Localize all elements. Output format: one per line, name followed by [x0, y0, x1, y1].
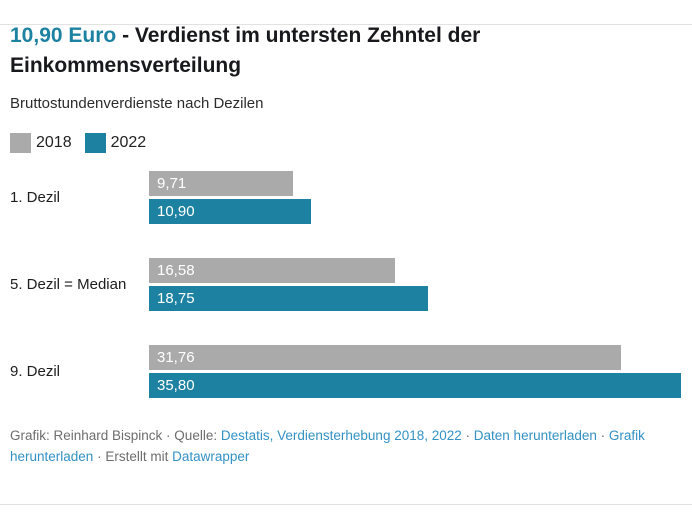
bar-track: 16,58 18,75	[149, 258, 682, 311]
bar-2018-9-dezil[interactable]: 31,76	[149, 345, 621, 370]
source-link[interactable]: Destatis, Verdiensterhebung 2018, 2022	[220, 428, 462, 443]
legend-label-2022: 2022	[110, 134, 147, 151]
value-label: 35,80	[157, 377, 195, 394]
footer-created-with-text: · Erstellt mit	[93, 449, 173, 464]
footer-separator: ·	[596, 428, 609, 443]
category-label: 1. Dezil	[10, 189, 61, 206]
bar-chart: 1. Dezil 9,71 10,90 5. Dezil = Median 16,58 1…	[10, 171, 682, 398]
value-label: 16,58	[157, 262, 195, 279]
bar-2022-9-dezil[interactable]: 35,80	[149, 373, 681, 398]
value-label: 9,71	[157, 175, 187, 192]
value-label: 18,75	[157, 290, 195, 307]
title-text: - Verdienst im untersten Zehntel der Ein…	[10, 24, 481, 77]
bar-group-5-dezil-median: 5. Dezil = Median 16,58 18,75	[10, 258, 682, 311]
legend-item-2018: 2018	[10, 133, 72, 153]
chart-subtitle: Bruttostundenverdienste nach Dezilen	[10, 95, 264, 112]
bar-track: 31,76 35,80	[149, 345, 682, 398]
category-label: 9. Dezil	[10, 363, 61, 380]
bar-2022-1-dezil[interactable]: 10,90	[149, 199, 311, 224]
legend-item-2022: 2022	[84, 133, 147, 153]
legend-swatch-2022	[84, 133, 106, 153]
chart-card: 10,90 Euro - Verdienst im untersten Zehn…	[0, 21, 692, 467]
value-label: 31,76	[157, 349, 195, 366]
bar-2018-1-dezil[interactable]: 9,71	[149, 171, 293, 196]
legend-label-2018: 2018	[36, 134, 72, 151]
category-label: 5. Dezil = Median	[10, 276, 127, 293]
title-highlight-value: 10,90 Euro	[10, 24, 117, 47]
footer-credits: Grafik: Reinhard Bispinck · Quelle: Dest…	[10, 425, 682, 467]
bar-track: 9,71 10,90	[149, 171, 682, 224]
bottom-divider	[0, 504, 692, 505]
bar-2018-5-dezil-median[interactable]: 16,58	[149, 258, 395, 283]
legend-swatch-2018	[10, 133, 31, 153]
top-divider	[0, 24, 692, 25]
bar-2022-5-dezil-median[interactable]: 18,75	[149, 286, 428, 311]
chart-download-link[interactable]: Grafik herunterladen	[10, 428, 645, 464]
data-download-link[interactable]: Daten herunterladen	[473, 428, 597, 443]
footer-credit-text: Grafik: Reinhard Bispinck · Quelle:	[10, 428, 221, 443]
bar-group-9-dezil: 9. Dezil 31,76 35,80	[10, 345, 682, 398]
footer-separator: ·	[461, 428, 474, 443]
value-label: 10,90	[157, 203, 195, 220]
page-title: 10,90 Euro - Verdienst im untersten Zehn…	[10, 21, 682, 81]
datawrapper-link[interactable]: Datawrapper	[172, 449, 250, 464]
bar-group-1-dezil: 1. Dezil 9,71 10,90	[10, 171, 682, 224]
legend: 2018 2022	[10, 133, 682, 153]
